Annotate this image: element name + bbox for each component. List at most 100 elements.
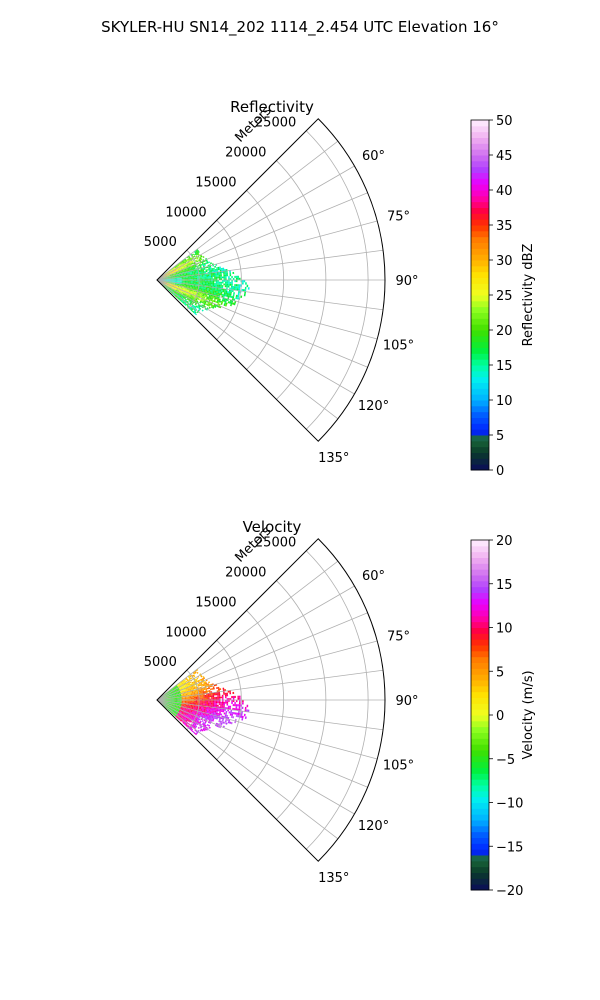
echo-cell: [191, 280, 193, 282]
echo-cell: [188, 687, 191, 689]
echo-cell: [190, 290, 193, 292]
echo-cell: [203, 681, 206, 684]
echo-cell: [213, 298, 216, 301]
echo-cell: [206, 276, 208, 278]
echo-cell: [172, 276, 174, 278]
echo-cell: [194, 282, 196, 284]
echo-cell: [180, 291, 182, 294]
echo-cell: [197, 307, 200, 309]
echo-cell: [208, 295, 211, 298]
echo-cell: [214, 284, 216, 287]
echo-cell: [172, 701, 174, 702]
echo-cell: [167, 708, 169, 711]
echo-cell: [172, 712, 174, 715]
colorbar-segment: [471, 120, 489, 127]
echo-cell: [179, 283, 182, 285]
echo-cell: [202, 293, 205, 296]
echo-cell: [182, 716, 185, 719]
echo-cell: [191, 271, 194, 273]
echo-cell: [184, 293, 187, 295]
echo-cell: [166, 287, 168, 289]
echo-cell: [187, 687, 190, 690]
echo-cell: [178, 291, 181, 293]
echo-cell: [200, 289, 203, 291]
echo-cell: [180, 287, 183, 289]
echo-cell: [223, 299, 226, 302]
echo-cell: [173, 703, 176, 705]
echo-cell: [187, 692, 189, 694]
echo-cell: [190, 688, 193, 690]
echo-cell: [183, 718, 186, 720]
echo-cell: [213, 290, 215, 293]
echo-cell: [223, 705, 225, 708]
echo-cell: [226, 281, 229, 284]
echo-cell: [184, 681, 186, 683]
azimuth-tick-label: 60°: [362, 149, 385, 164]
echo-cell: [199, 713, 202, 716]
echo-cell: [214, 693, 216, 696]
echo-cell: [179, 293, 181, 296]
echo-cell: [221, 281, 224, 284]
echo-cell: [179, 718, 182, 721]
echo-cell: [232, 707, 234, 711]
echo-cell: [183, 709, 185, 711]
echo-cell: [194, 724, 196, 727]
echo-cell: [165, 272, 168, 274]
echo-cell: [203, 708, 206, 711]
echo-cell: [196, 257, 199, 260]
echo-cell: [179, 692, 181, 694]
echo-cell: [186, 721, 189, 724]
echo-cell: [191, 716, 194, 719]
echo-cell: [232, 286, 235, 289]
echo-cell: [167, 703, 169, 705]
echo-cell: [196, 668, 199, 671]
echo-cell: [185, 708, 187, 710]
echo-cell: [223, 701, 226, 704]
azimuth-spoke: [156, 192, 368, 281]
echo-cell: [184, 700, 187, 702]
echo-cell: [195, 277, 198, 279]
azimuth-tick-label: 60°: [362, 569, 385, 584]
echo-cell: [192, 268, 195, 270]
echo-cell: [173, 267, 176, 269]
echo-cell: [183, 282, 185, 283]
echo-cell: [210, 299, 213, 302]
echo-cell: [192, 700, 195, 702]
echo-cell: [210, 306, 213, 309]
echo-cell: [190, 691, 192, 693]
echo-cell: [231, 281, 233, 284]
echo-cell: [197, 722, 200, 724]
echo-cell: [204, 282, 207, 284]
echo-cell: [211, 304, 214, 307]
echo-cell: [175, 293, 178, 295]
echo-cell: [169, 690, 172, 692]
echo-cell: [168, 287, 170, 289]
echo-cell: [187, 269, 190, 271]
echo-cell: [174, 693, 177, 695]
echo-cell: [171, 272, 173, 274]
echo-cell: [210, 269, 212, 272]
echo-cell: [238, 706, 241, 709]
echo-cell: [193, 267, 196, 269]
echo-cell: [177, 688, 180, 690]
azimuth-tick-label: 120°: [358, 819, 389, 834]
echo-cell: [175, 702, 177, 704]
echo-cell: [163, 283, 166, 285]
echo-cell: [174, 292, 177, 294]
echo-cell: [177, 294, 179, 296]
colorbar-segment: [471, 586, 489, 593]
echo-cell: [187, 277, 190, 279]
echo-cell: [199, 729, 202, 732]
echo-cell: [214, 712, 217, 715]
echo-cell: [235, 275, 238, 278]
echo-cell: [171, 274, 174, 276]
echo-cell: [197, 683, 200, 686]
echo-cell: [184, 301, 187, 304]
echo-cell: [191, 281, 193, 283]
echo-cell: [193, 712, 196, 714]
echo-cell: [234, 712, 237, 715]
echo-cell: [211, 710, 214, 712]
echo-cell: [181, 715, 184, 717]
echo-cell: [174, 706, 176, 708]
echo-cell: [168, 275, 171, 277]
